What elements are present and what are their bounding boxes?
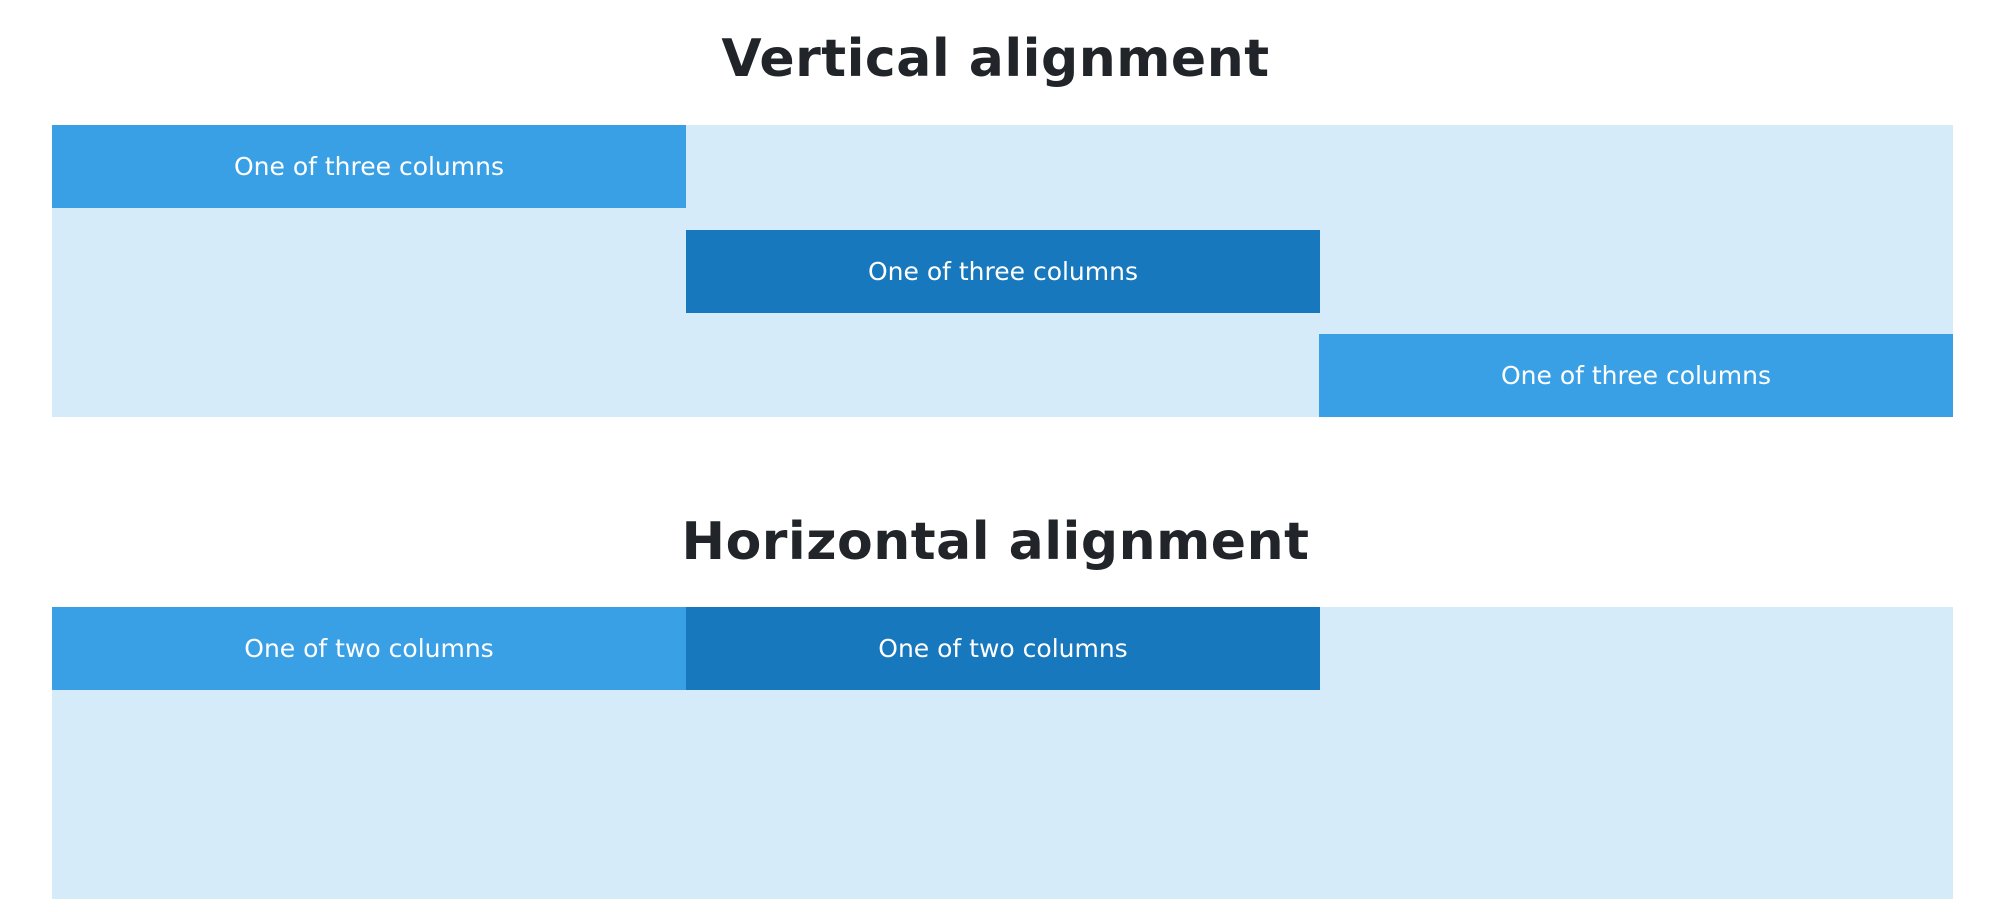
horizontal-column-second: One of two columns [686, 607, 1320, 690]
vertical-column-end: One of three columns [1319, 334, 1953, 417]
horizontal-column-first: One of two columns [52, 607, 686, 690]
vertical-alignment-row: One of three columns One of three column… [52, 125, 1953, 417]
horizontal-alignment-title: Horizontal alignment [681, 512, 1310, 572]
vertical-column-start: One of three columns [52, 125, 686, 208]
vertical-alignment-title: Vertical alignment [721, 29, 1270, 89]
vertical-column-center: One of three columns [686, 230, 1320, 313]
horizontal-alignment-row: One of two columns One of two columns [52, 607, 1953, 899]
